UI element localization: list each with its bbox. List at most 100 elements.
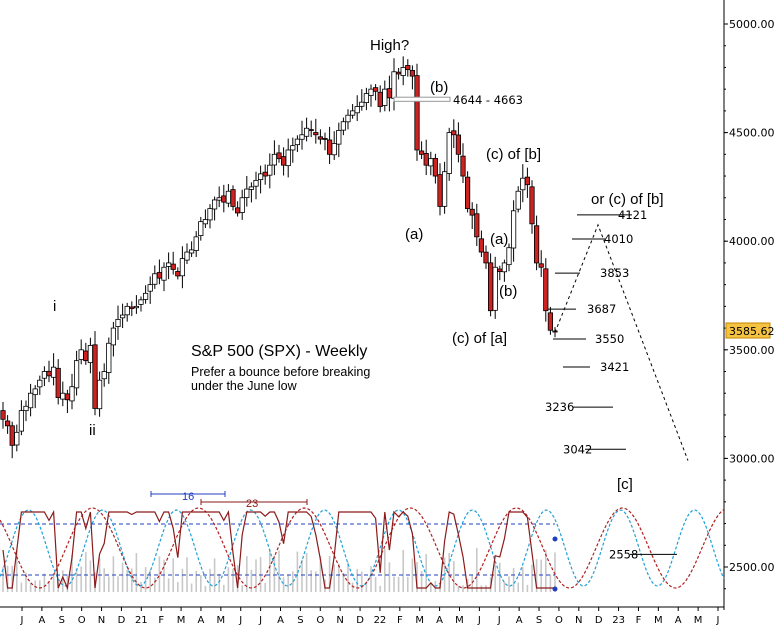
candle-body	[253, 179, 259, 187]
candle	[294, 135, 301, 152]
candle	[101, 363, 107, 387]
candle	[423, 139, 429, 176]
candle-body	[492, 266, 498, 311]
x-tick-label: A	[516, 615, 523, 626]
date-axis: J A S O N D 21 F M A M J J A S O N D 22 F M A M J J A S O N D 23 F M A M J	[20, 607, 720, 626]
candle-body	[193, 236, 199, 251]
candle	[234, 201, 241, 217]
candle	[538, 250, 544, 277]
candle-body	[115, 318, 121, 327]
target-level-label: 3042	[563, 442, 592, 456]
candle	[331, 131, 337, 160]
candle	[432, 153, 439, 184]
candle-body	[483, 251, 489, 264]
candle	[290, 137, 296, 163]
candle-body	[9, 425, 15, 446]
candle-body	[5, 420, 11, 427]
candle-body	[345, 114, 351, 123]
candle-body	[377, 91, 383, 107]
candle	[207, 204, 213, 229]
candle-body	[497, 268, 503, 273]
candle-body	[37, 379, 43, 388]
candle-body	[64, 393, 70, 401]
candle-body	[414, 75, 420, 151]
candle	[455, 122, 462, 163]
candle	[74, 350, 80, 396]
candle-body	[543, 268, 549, 312]
x-tick-label: M	[694, 615, 703, 626]
candle-body	[170, 263, 176, 270]
candle-body	[184, 251, 190, 261]
candle-body	[464, 176, 471, 210]
x-tick-label: J	[20, 615, 24, 626]
x-tick-label: A	[198, 615, 205, 626]
cycle-23-label: 23	[246, 498, 258, 510]
candle	[308, 120, 314, 138]
y-tick-label: 4500.00	[729, 127, 775, 140]
candle-body	[331, 143, 337, 156]
x-tick-label: A	[436, 615, 443, 626]
candle-body	[129, 306, 135, 309]
candle-body	[538, 263, 544, 268]
candle	[198, 216, 204, 241]
candle	[317, 129, 324, 145]
cycle-marker-dot	[552, 536, 558, 542]
x-tick-label: D	[118, 615, 126, 626]
candle-body	[313, 132, 319, 136]
candle-body	[147, 284, 153, 292]
x-tick-label: D	[356, 615, 364, 626]
target-level-label: 3421	[600, 360, 629, 374]
y-tick-label: 3500.00	[729, 344, 775, 357]
candle	[441, 161, 448, 214]
x-tick-label: N	[575, 615, 582, 626]
candle-body	[165, 262, 172, 267]
candle-body	[529, 186, 535, 225]
target-level-label: 4010	[604, 232, 633, 246]
candle	[382, 80, 388, 112]
candle	[409, 65, 416, 90]
candle-body	[363, 93, 370, 104]
resistance-zone-box	[393, 96, 451, 102]
candle	[414, 63, 420, 161]
candle	[400, 56, 406, 86]
candle	[497, 265, 503, 281]
candle	[216, 186, 222, 208]
candle-body	[382, 88, 388, 106]
x-tick-label: M	[415, 615, 424, 626]
candle	[110, 321, 116, 357]
candle	[428, 151, 434, 176]
candle-body	[69, 386, 75, 402]
candle	[267, 153, 273, 189]
candle	[83, 342, 89, 365]
candle-body	[534, 225, 540, 264]
annotation-or-c-of-b: or (c) of [b]	[591, 191, 664, 208]
candle	[478, 230, 485, 258]
candle	[262, 164, 268, 185]
x-tick-label: F	[397, 615, 403, 626]
candle	[32, 385, 38, 409]
candle-body	[216, 197, 222, 201]
candle-body	[474, 213, 480, 238]
candle-body	[317, 136, 324, 140]
x-tick-label: N	[336, 615, 343, 626]
candle	[377, 85, 383, 113]
candle-body	[423, 153, 429, 166]
x-tick-label: J	[497, 615, 501, 626]
candle-body	[308, 129, 314, 131]
candle	[179, 246, 185, 289]
target-level-label: 2558	[609, 547, 638, 561]
cycle-23-wave	[0, 507, 725, 589]
candle	[87, 337, 93, 374]
projection-paths	[554, 223, 689, 461]
candle	[451, 119, 457, 149]
annotation-c-of-b: (c) of [b]	[486, 146, 541, 163]
x-tick-label: J	[716, 615, 720, 626]
candle-body	[120, 314, 126, 319]
candle-body	[106, 342, 112, 373]
candle	[156, 259, 162, 285]
candle-body	[124, 305, 130, 316]
candle	[244, 175, 250, 207]
candle-body	[322, 138, 328, 140]
candle-body	[92, 344, 98, 409]
candle-body	[152, 273, 158, 285]
